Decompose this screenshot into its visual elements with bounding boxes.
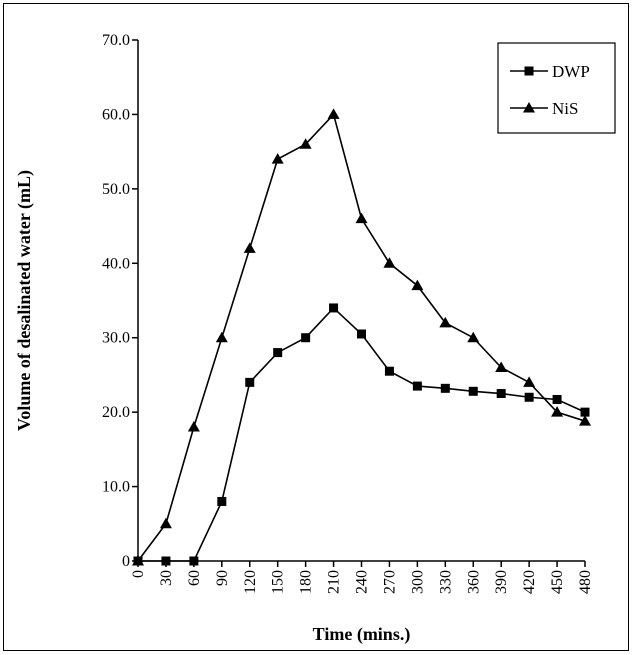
legend: DWP NiS	[497, 42, 616, 134]
data-point-dwp	[524, 392, 534, 402]
data-point-dwp	[245, 377, 255, 387]
series-line-dwp	[138, 306, 586, 562]
data-point-nis	[523, 376, 536, 387]
y-tick-label: 30.0	[102, 330, 130, 347]
data-point-dwp	[580, 407, 590, 417]
x-tick-label: 450	[549, 570, 566, 594]
data-point-nis	[467, 331, 480, 343]
x-ticks: 0 30 60 90 120 150 180 210 240 270 300 330 360 390 420…	[130, 561, 594, 594]
data-point-nis	[355, 212, 368, 224]
data-point-dwp	[552, 394, 562, 404]
legend-box	[497, 42, 616, 134]
data-point-dwp	[384, 366, 394, 376]
data-point-nis	[271, 153, 284, 164]
data-point-nis	[495, 361, 508, 372]
data-point-nis	[439, 316, 452, 328]
data-point-nis	[132, 555, 144, 566]
data-point-dwp	[189, 556, 199, 566]
data-point-nis	[215, 331, 228, 343]
data-point-dwp	[440, 383, 450, 393]
legend-label-nis: NiS	[552, 99, 578, 118]
data-point-nis	[327, 108, 340, 119]
series-nis	[132, 108, 591, 566]
x-tick-label: 150	[270, 570, 287, 594]
data-point-nis	[159, 517, 172, 529]
legend-marker-nis	[523, 102, 535, 113]
x-tick-label: 330	[437, 570, 454, 594]
x-tick-label: 480	[577, 570, 594, 594]
y-axis-title: Volume of desalinated water (mL)	[14, 170, 35, 431]
x-tick-label: 360	[465, 570, 482, 594]
x-axis-title: Time (mins.)	[313, 624, 411, 645]
y-tick-label: 60.0	[102, 106, 130, 123]
data-point-dwp	[496, 389, 506, 399]
legend-marker-dwp	[524, 66, 534, 76]
data-point-dwp	[412, 381, 422, 391]
y-ticks: 0 10.0 20.0 30.0 40.0 50.0 60.0 70.0	[102, 32, 138, 570]
data-point-dwp	[273, 348, 283, 358]
data-point-nis	[411, 279, 424, 291]
x-tick-label: 30	[158, 570, 175, 586]
data-point-nis	[243, 242, 256, 253]
x-tick-label: 90	[214, 570, 231, 586]
x-tick-label: 60	[186, 570, 203, 586]
x-tick-label: 120	[242, 570, 259, 594]
y-tick-label: 50.0	[102, 181, 130, 198]
y-tick-label: 70.0	[102, 32, 130, 49]
data-point-dwp	[217, 496, 227, 506]
y-tick-label: 0	[122, 553, 130, 570]
data-point-nis	[579, 415, 591, 426]
y-tick-label: 10.0	[102, 479, 130, 496]
data-point-dwp	[161, 556, 171, 566]
y-tick-label: 40.0	[102, 255, 130, 272]
x-tick-label: 180	[298, 570, 315, 594]
x-tick-label: 420	[521, 570, 538, 594]
data-point-dwp	[468, 386, 478, 396]
x-tick-label: 210	[326, 570, 343, 594]
x-tick-label: 390	[493, 570, 510, 594]
data-point-nis	[551, 406, 564, 417]
x-tick-label: 0	[130, 570, 147, 578]
data-point-dwp	[329, 303, 339, 313]
x-tick-label: 240	[354, 570, 371, 594]
legend-label-dwp: DWP	[552, 62, 590, 81]
data-point-dwp	[301, 333, 311, 343]
y-tick-label: 20.0	[102, 404, 130, 421]
data-point-nis	[187, 421, 200, 432]
x-tick-label: 300	[409, 570, 426, 594]
series-dwp	[133, 303, 590, 566]
x-tick-label: 270	[381, 570, 398, 594]
data-point-nis	[299, 138, 312, 149]
series-layer	[132, 108, 591, 566]
data-point-nis	[383, 257, 396, 268]
data-point-dwp	[357, 329, 366, 339]
